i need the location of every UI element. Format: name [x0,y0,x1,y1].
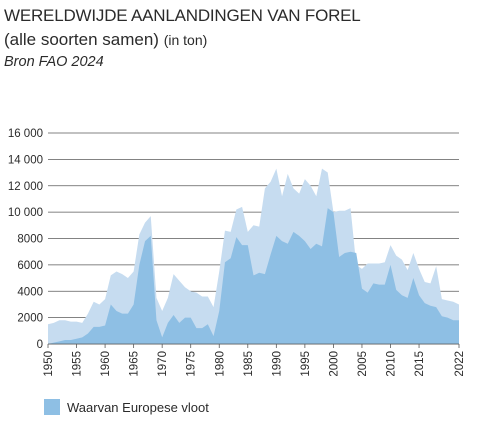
x-tick-label: 1995 [300,351,312,377]
chart-title: WERELDWIJDE AANLANDINGEN VAN FOREL [4,6,361,25]
x-tick-label: 2015 [414,351,426,377]
x-tick-label: 2000 [328,351,340,377]
y-tick-label: 12 000 [8,181,43,193]
area-chart: 0 2000 4000 6000 8000 10 000 12 000 14 000 16 00… [8,128,466,377]
chart-subtitle: (alle soorten samen) (in ton) [4,30,207,50]
y-tick-label: 0 [37,339,43,351]
subtitle-unit: (in ton) [163,32,208,48]
x-tick-label: 1950 [43,351,55,377]
x-tick-label: 1965 [129,351,141,377]
y-tick-label: 8000 [17,234,43,246]
x-tick-label: 2005 [357,351,369,377]
x-tick-label: 1985 [243,351,255,377]
y-axis: 0 2000 4000 6000 8000 10 000 12 000 14 000 16 00… [8,128,43,351]
x-tick-label: 1980 [214,351,226,377]
chart-source: Bron FAO 2024 [4,54,104,70]
x-tick-label: 1955 [72,351,84,377]
legend: Waarvan Europese vloot [44,399,209,415]
subtitle-text: (alle soorten samen) [4,30,159,49]
legend-swatch [44,399,60,415]
x-tick-label: 2022 [454,351,466,377]
x-tick-label: 1960 [100,351,112,377]
area-european-fleet [48,208,459,344]
y-tick-label: 16 000 [8,128,43,140]
y-tick-label: 2000 [17,313,43,325]
legend-label: Waarvan Europese vloot [67,399,209,415]
y-tick-label: 6000 [17,260,43,272]
x-axis: 1950 1955 1960 1965 1970 1975 1980 1985 1990 1995… [43,343,466,377]
y-tick-label: 4000 [17,286,43,298]
x-tick-label: 1975 [186,351,198,377]
y-tick-label: 14 000 [8,154,43,166]
y-tick-label: 10 000 [8,207,43,219]
x-tick-label: 1970 [157,351,169,377]
x-tick-label: 1990 [271,351,283,377]
area-series [48,168,459,344]
x-tick-label: 2010 [386,351,398,377]
